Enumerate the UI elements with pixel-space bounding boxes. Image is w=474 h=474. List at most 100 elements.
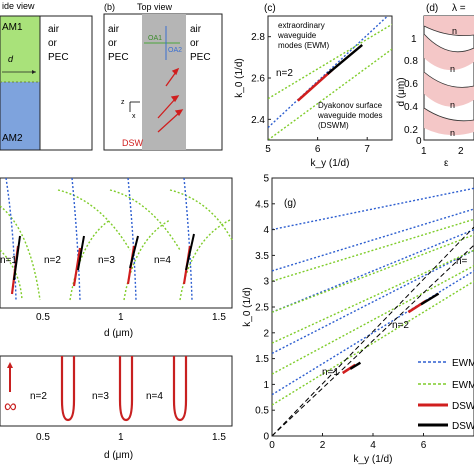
chart-g-series-green-dotted-7 bbox=[272, 249, 474, 344]
chart-g: 0 2 4 6 0 0.5 1 1.5 2 2.5 3 3.5 4 4.5 5 k_y (1/d) k_0 (1… bbox=[242, 174, 474, 465]
chart-g-annotation-0: n=1 bbox=[322, 367, 339, 378]
chart-g-ytick-label: 1.5 bbox=[255, 354, 269, 365]
chart-g-xtick-label: 2 bbox=[320, 440, 326, 451]
chart-g-series-black-solid-13 bbox=[349, 361, 362, 370]
d-ytick-1: 1 bbox=[411, 34, 417, 45]
chart-g-series-black-dashed-10 bbox=[272, 226, 474, 436]
chart-c-series-blue-dotted-0 bbox=[268, 16, 389, 129]
chart-g-ytick-label: 0.5 bbox=[255, 406, 269, 417]
chart-g-series-blue-dotted-2 bbox=[272, 228, 474, 313]
chart-g-ylabel: k_0 (1/d) bbox=[242, 287, 253, 326]
chart-g-ytick-label: 5 bbox=[263, 174, 269, 185]
chart-c-xlabel: k_y (1/d) bbox=[311, 158, 350, 169]
d-ytick-3: 0.6 bbox=[404, 79, 418, 90]
legend-entry-2: EWM bbox=[452, 380, 474, 391]
e-bot-n3: n=3 bbox=[92, 391, 109, 402]
chart-g-series-blue-dotted-1 bbox=[272, 249, 474, 355]
axis-x: x bbox=[132, 113, 136, 120]
panel-b: (b) Top view air or PEC air or PEC OA1 O… bbox=[103, 2, 223, 151]
chart-g-annotation-1: n=2 bbox=[392, 320, 409, 331]
d-ylabel: d (μm) bbox=[396, 77, 407, 106]
b-left-3: PEC bbox=[108, 52, 129, 63]
panel-d-lambda: λ = bbox=[452, 3, 466, 14]
d-n-4: n bbox=[450, 128, 455, 138]
e-top-n2: n=2 bbox=[44, 255, 61, 266]
chart-g-ytick-label: 2 bbox=[263, 328, 269, 339]
panel-e-bottom: ∞ n=2 n=3 n=4 0.5 1 1.5 d (μm) bbox=[0, 355, 233, 461]
chart-g-series-green-dotted-8 bbox=[272, 234, 474, 313]
dsw-label: DSW bbox=[122, 138, 144, 148]
b-left-2: or bbox=[108, 38, 118, 49]
d-xtick-1: 1 bbox=[421, 146, 427, 157]
chart-c-ytick-label: 2.8 bbox=[251, 32, 265, 43]
chart-c-series-green-dotted-2 bbox=[268, 48, 392, 140]
e-top-n4: n=4 bbox=[154, 255, 171, 266]
chart-g-ytick-label: 3 bbox=[263, 277, 269, 288]
a-side-3: PEC bbox=[48, 52, 69, 63]
chart-g-ytick-label: 3.5 bbox=[255, 251, 269, 262]
chart-c-annotation-2: n=2 bbox=[276, 68, 293, 79]
chart-c-xtick-label: 7 bbox=[364, 144, 370, 155]
chart-g-xlabel: k_y (1/d) bbox=[354, 454, 393, 465]
chart-g-series-green-dotted-5 bbox=[272, 280, 474, 406]
am2-region bbox=[0, 82, 40, 150]
axis-z: z bbox=[121, 99, 125, 106]
panel-b-title: Top view bbox=[137, 2, 173, 12]
b-right-3: PEC bbox=[190, 52, 211, 63]
chart-c: 5 6 7 2.4 2.6 2.8 k_y (1/d) k_0 (1/d) (c)extraor… bbox=[234, 3, 393, 169]
d-xtick-2: 2 bbox=[458, 146, 464, 157]
e-bot-n4: n=4 bbox=[146, 391, 163, 402]
chart-g-panel-letter: (g) bbox=[284, 198, 296, 209]
chart-g-xtick-label: 0 bbox=[269, 440, 275, 451]
chart-g-ytick-label: 4 bbox=[263, 225, 269, 236]
panel-a-title: ide view bbox=[2, 1, 35, 11]
chart-c-series-black-solid-4 bbox=[326, 43, 363, 75]
oa2-label: OA2 bbox=[168, 47, 182, 54]
chart-g-xtick-label: 6 bbox=[421, 440, 427, 451]
chart-c-ytick-label: 2.6 bbox=[251, 74, 265, 85]
e-top-xtick-2: 1 bbox=[118, 312, 124, 323]
panel-d: (d) λ = n n n n 1 0.8 0.6 0.4 0.2 0 1 2 … bbox=[396, 3, 474, 169]
chart-c-annotation-0: extraordinary waveguide modes (EWM) bbox=[277, 21, 329, 50]
e-bot-xtick-2: 1 bbox=[118, 432, 124, 443]
am2-label: AM2 bbox=[2, 133, 23, 144]
d-n-2: n bbox=[450, 64, 455, 74]
e-top-xtick-3: 1.5 bbox=[212, 312, 226, 323]
chart-c-series-red-solid-3 bbox=[296, 68, 334, 102]
chart-g-series-black-dashed-11 bbox=[272, 244, 474, 436]
e-bot-xtick-3: 1.5 bbox=[212, 432, 226, 443]
a-side-1: air bbox=[48, 24, 60, 35]
chart-g-ytick-label: 4.5 bbox=[255, 199, 269, 210]
chart-g-series-blue-dotted-0 bbox=[272, 270, 474, 396]
dsw-arrows bbox=[157, 67, 184, 133]
d-label: d bbox=[8, 54, 14, 64]
chart-c-annotation-1: Dyakonov surface waveguide modes (DSWM) bbox=[317, 101, 383, 130]
chart-g-annotation-2: n= bbox=[456, 256, 468, 267]
legend-entry-4: DSW bbox=[452, 421, 474, 432]
chart-g-xtick-label: 4 bbox=[370, 440, 376, 451]
panel-b-letter: (b) bbox=[104, 2, 115, 12]
chart-c-xtick-label: 6 bbox=[315, 144, 321, 155]
d-ytick-4: 0.4 bbox=[404, 102, 418, 113]
legend: EWM EWM DSW DSW bbox=[418, 358, 474, 432]
e-top-xtick-1: 0.5 bbox=[36, 312, 50, 323]
b-right-2: or bbox=[190, 38, 200, 49]
chart-c-xtick-label: 5 bbox=[265, 144, 271, 155]
oa1-label: OA1 bbox=[148, 35, 162, 42]
infinity-symbol: ∞ bbox=[4, 396, 17, 416]
d-ytick-2: 0.8 bbox=[404, 56, 418, 67]
chart-c-ytick-label: 2.4 bbox=[251, 115, 265, 126]
panel-d-letter: (d) bbox=[426, 3, 438, 14]
d-xlabel: ε bbox=[444, 158, 449, 169]
b-right-1: air bbox=[190, 24, 202, 35]
chart-g-ytick-label: 2.5 bbox=[255, 303, 269, 314]
panel-e-top: n=1 n=2 n=3 n=4 0.5 1 1.5 d (μm) bbox=[0, 177, 233, 339]
d-n-1: n bbox=[452, 26, 457, 36]
b-left-1: air bbox=[108, 24, 120, 35]
e-bot-n2: n=2 bbox=[30, 391, 47, 402]
chart-g-series-green-dotted-9 bbox=[272, 218, 474, 282]
chart-g-series-blue-dotted-3 bbox=[272, 208, 474, 272]
legend-entry-1: EWM bbox=[452, 358, 474, 369]
chart-c-ylabel: k_0 (1/d) bbox=[234, 58, 245, 97]
panel-a: ide view AM1 AM2 d air or PEC bbox=[0, 1, 93, 151]
